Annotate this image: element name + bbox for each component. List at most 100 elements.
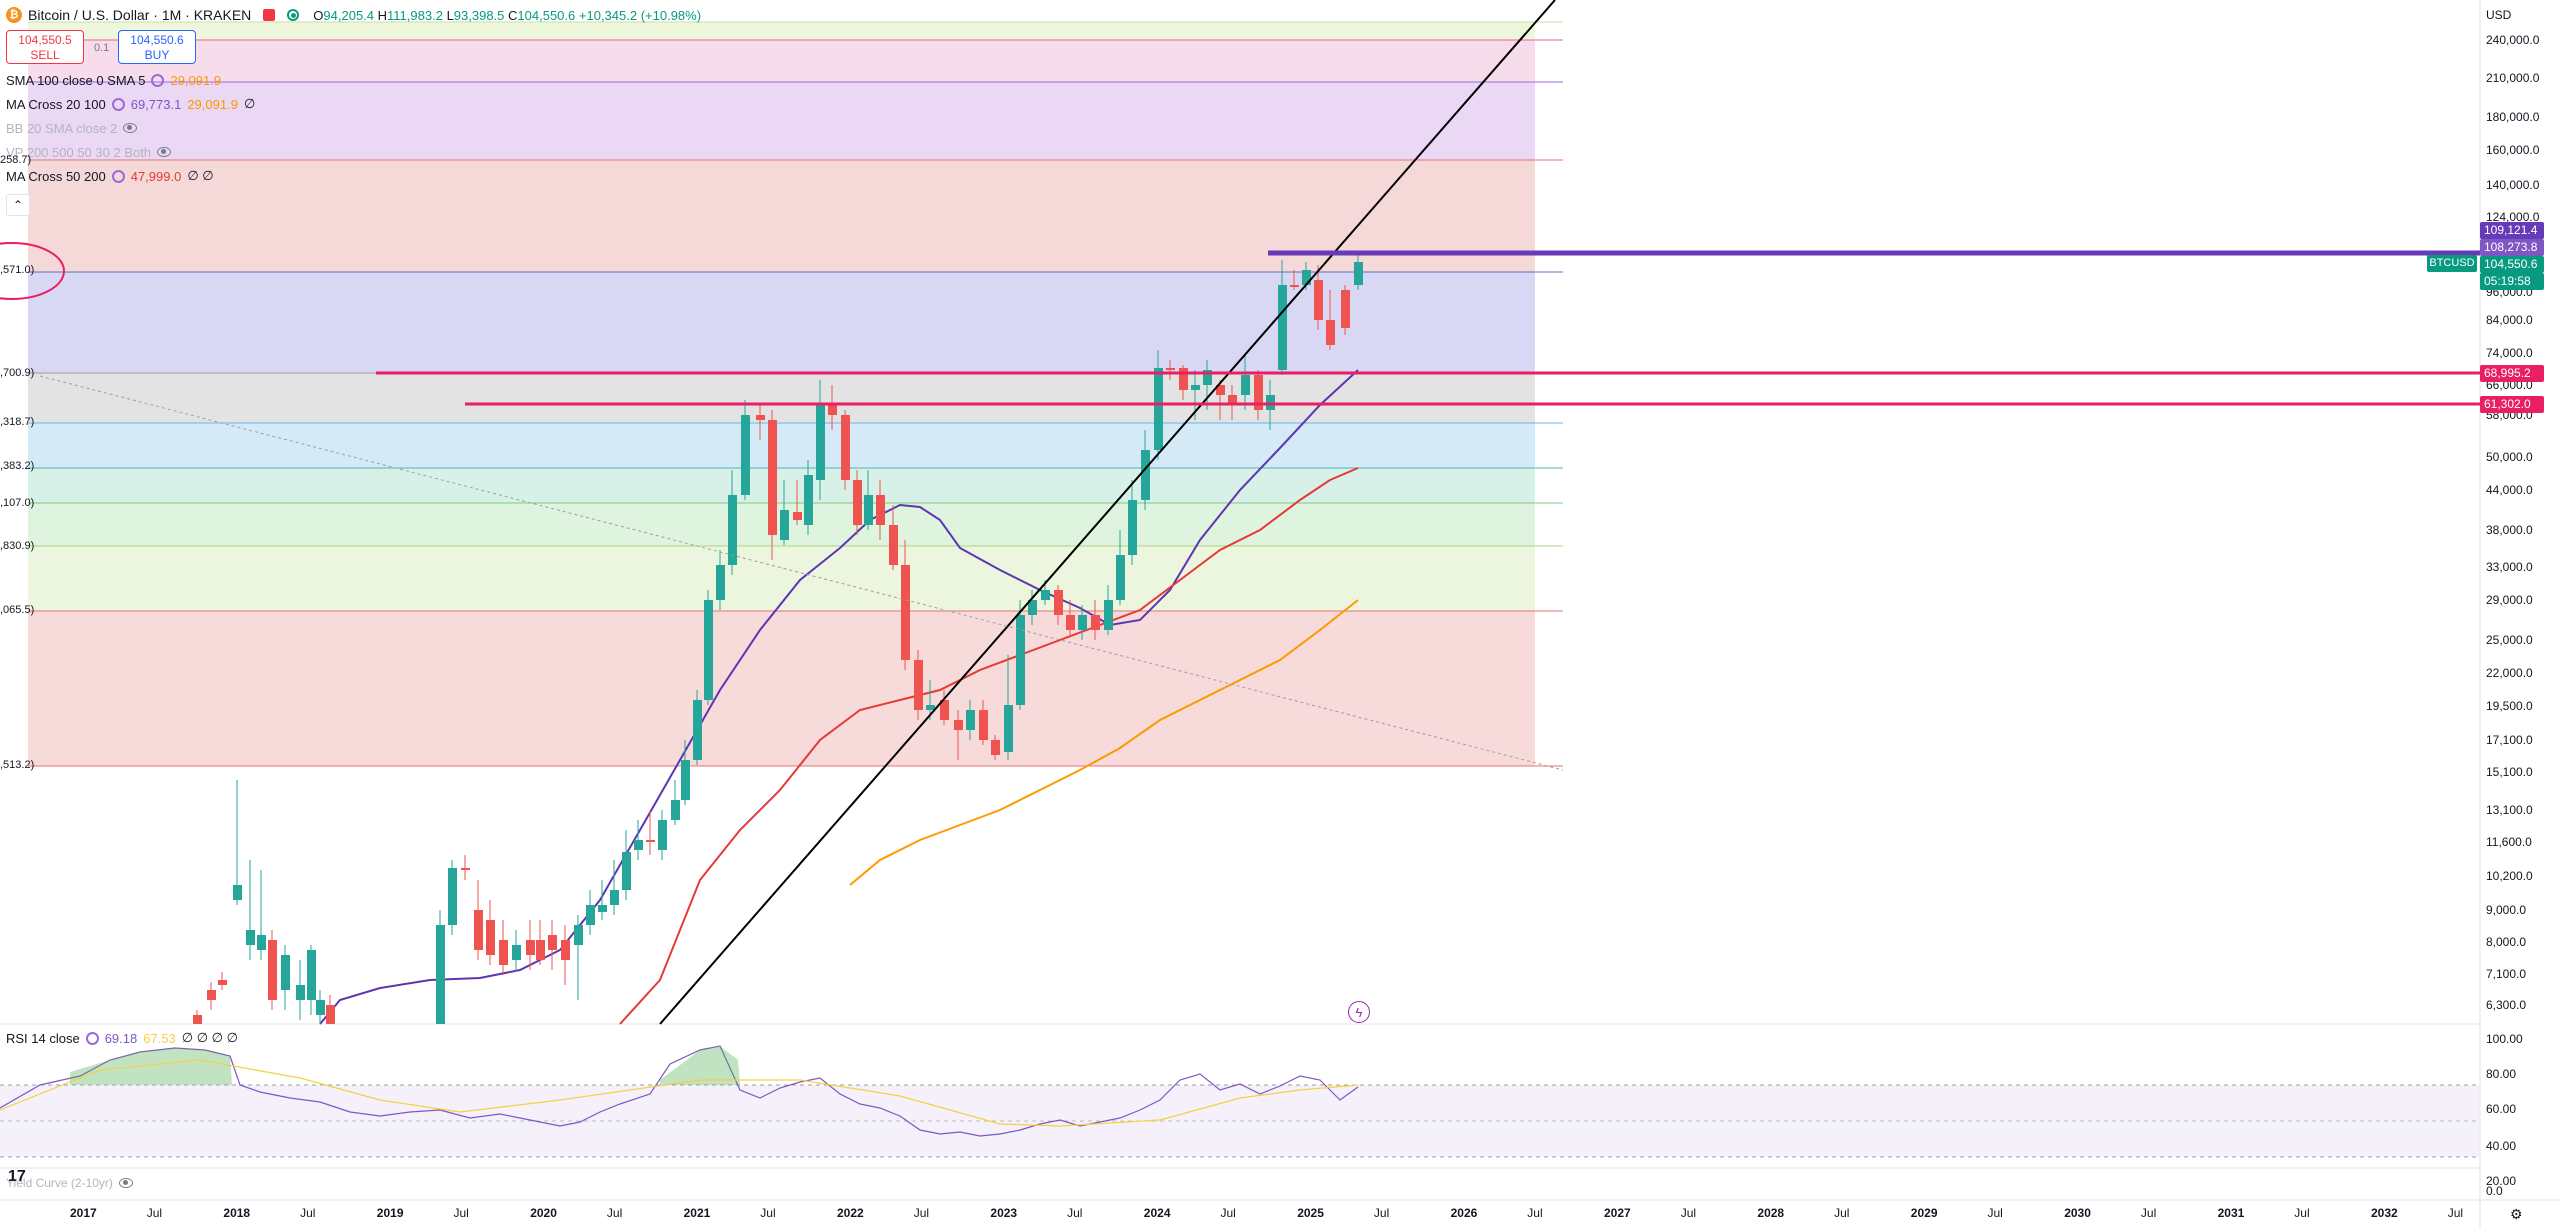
indicator-value-2: 29,091.9	[187, 96, 238, 112]
bitcoin-icon: ₿	[6, 7, 22, 23]
candle-body	[1302, 270, 1311, 285]
price-tag-last: 104,550.6	[2480, 256, 2544, 273]
settings-icon[interactable]	[85, 1031, 99, 1045]
candle-body	[1290, 285, 1299, 287]
rsi-tick: 100.00	[2486, 1032, 2523, 1046]
indicator-extra: ∅ ∅	[187, 168, 214, 183]
candle-body	[1078, 615, 1087, 630]
candle-body	[548, 935, 557, 950]
indicator-extra: ∅	[243, 96, 256, 111]
price-tag-level-1: 68,995.2	[2480, 365, 2544, 382]
indicator-ma-cross-50-200[interactable]: MA Cross 50 200 47,999.0 ∅ ∅	[6, 166, 214, 186]
currency-label[interactable]: USD	[2486, 8, 2512, 22]
rsi-legend[interactable]: RSI 14 close 69.18 67.53 ∅ ∅ ∅ ∅	[6, 1030, 238, 1046]
candle-body	[1278, 285, 1287, 370]
fib-level-label: ,513.2)	[0, 759, 35, 771]
yield-curve-legend[interactable]: Yield Curve (2-10yr)	[6, 1176, 133, 1190]
rsi-overbought-fill	[660, 1046, 740, 1085]
time-tick: 2025	[1297, 1206, 1324, 1220]
price-tick: 33,000.0	[2486, 560, 2533, 574]
candle-body	[526, 940, 535, 955]
candle-body	[728, 495, 737, 565]
candle-body	[233, 885, 242, 900]
collapse-legend-button[interactable]: ⌃	[6, 194, 30, 216]
time-tick: 2023	[990, 1206, 1018, 1220]
indicator-vp[interactable]: VP 200 500 50 30 2 Both	[6, 142, 172, 162]
time-tick: 2030	[2064, 1206, 2091, 1220]
price-tick: 180,000.0	[2486, 110, 2540, 124]
candle-body	[461, 868, 470, 870]
rsi-tick: 80.00	[2486, 1067, 2517, 1081]
candle-body	[1314, 280, 1323, 320]
tradingview-logo[interactable]: 17	[8, 1168, 26, 1185]
price-tick: 44,000.0	[2486, 483, 2533, 497]
settings-icon[interactable]	[151, 73, 165, 87]
candle-body	[658, 820, 667, 850]
price-tick: 10,200.0	[2486, 869, 2533, 883]
time-tick: Jul	[146, 1206, 163, 1220]
symbol-header[interactable]: ₿ Bitcoin / U.S. Dollar · 1M · KRAKEN O9…	[6, 4, 701, 26]
market-status-icon[interactable]	[287, 9, 300, 21]
lightning-icon[interactable]: ϟ	[1348, 1001, 1370, 1023]
fib-band	[28, 373, 1535, 423]
price-tick: 124,000.0	[2486, 210, 2540, 224]
fib-level-label: ,383.2)	[0, 460, 35, 472]
indicator-value: 47,999.0	[130, 168, 182, 184]
sell-button[interactable]: 104,550.5 SELL	[6, 30, 84, 64]
indicator-label: VP 200 500 50 30 2 Both	[6, 144, 152, 160]
settings-icon[interactable]	[111, 169, 125, 183]
flag-icon[interactable]	[263, 9, 276, 21]
hidden-eye-icon[interactable]	[123, 123, 138, 133]
price-tick: 22,000.0	[2486, 666, 2533, 680]
rsi-extra: ∅ ∅ ∅ ∅	[181, 1030, 238, 1045]
price-tick: 15,100.0	[2486, 765, 2533, 779]
indicator-ma-cross-20-100[interactable]: MA Cross 20 100 69,773.1 29,091.9 ∅	[6, 94, 255, 114]
fib-band	[28, 272, 1535, 373]
time-tick: Jul	[1527, 1206, 1543, 1220]
time-tick: Jul	[453, 1206, 469, 1220]
candle-body	[756, 415, 765, 420]
candle-body	[954, 720, 963, 730]
fib-band	[28, 40, 1535, 82]
price-tick: 13,100.0	[2486, 803, 2533, 817]
candle-body	[326, 1005, 335, 1024]
high-label: H	[377, 7, 388, 23]
candle-body	[622, 852, 631, 890]
candle-body	[889, 525, 898, 565]
candle-body	[804, 475, 813, 525]
candle-body	[218, 980, 227, 985]
candle-body	[598, 905, 607, 912]
rsi-tick: 20.00	[2486, 1174, 2517, 1188]
indicator-value: 29,091.9	[170, 72, 222, 88]
time-tick: 2031	[2217, 1206, 2245, 1220]
candle-body	[926, 705, 935, 710]
fib-band	[28, 423, 1535, 468]
indicator-label: MA Cross 20 100	[6, 96, 106, 112]
hidden-eye-icon[interactable]	[157, 147, 172, 157]
time-tick: Jul	[2294, 1206, 2310, 1220]
gear-icon[interactable]: ⚙	[2510, 1206, 2523, 1222]
candle-body	[793, 512, 802, 520]
indicator-bb[interactable]: BB 20 SMA close 2	[6, 118, 138, 138]
buy-button[interactable]: 104,550.6 BUY	[118, 30, 196, 64]
settings-icon[interactable]	[111, 97, 125, 111]
candle-body	[1341, 290, 1350, 328]
time-tick: Jul	[606, 1206, 623, 1220]
candle-body	[1254, 375, 1263, 410]
open-value: 94,205.4	[323, 7, 375, 23]
indicator-sma100[interactable]: SMA 100 close 0 SMA 5 29,091.9	[6, 70, 221, 90]
time-tick: Jul	[2140, 1206, 2157, 1220]
candle-body	[693, 700, 702, 760]
candle-body	[246, 930, 255, 945]
highlight-ellipse	[0, 242, 65, 300]
candle-body	[876, 495, 885, 525]
hidden-eye-icon[interactable]	[118, 1178, 133, 1188]
candle-body	[1054, 590, 1063, 615]
symbol-title[interactable]: Bitcoin / U.S. Dollar · 1M · KRAKEN	[28, 7, 252, 23]
rsi-pane	[0, 1045, 2480, 1158]
high-value: 111,983.2	[387, 7, 443, 23]
rsi-tick: 0.0	[2486, 1184, 2503, 1198]
time-tick: 2028	[1757, 1206, 1785, 1220]
low-label: L	[446, 7, 454, 23]
